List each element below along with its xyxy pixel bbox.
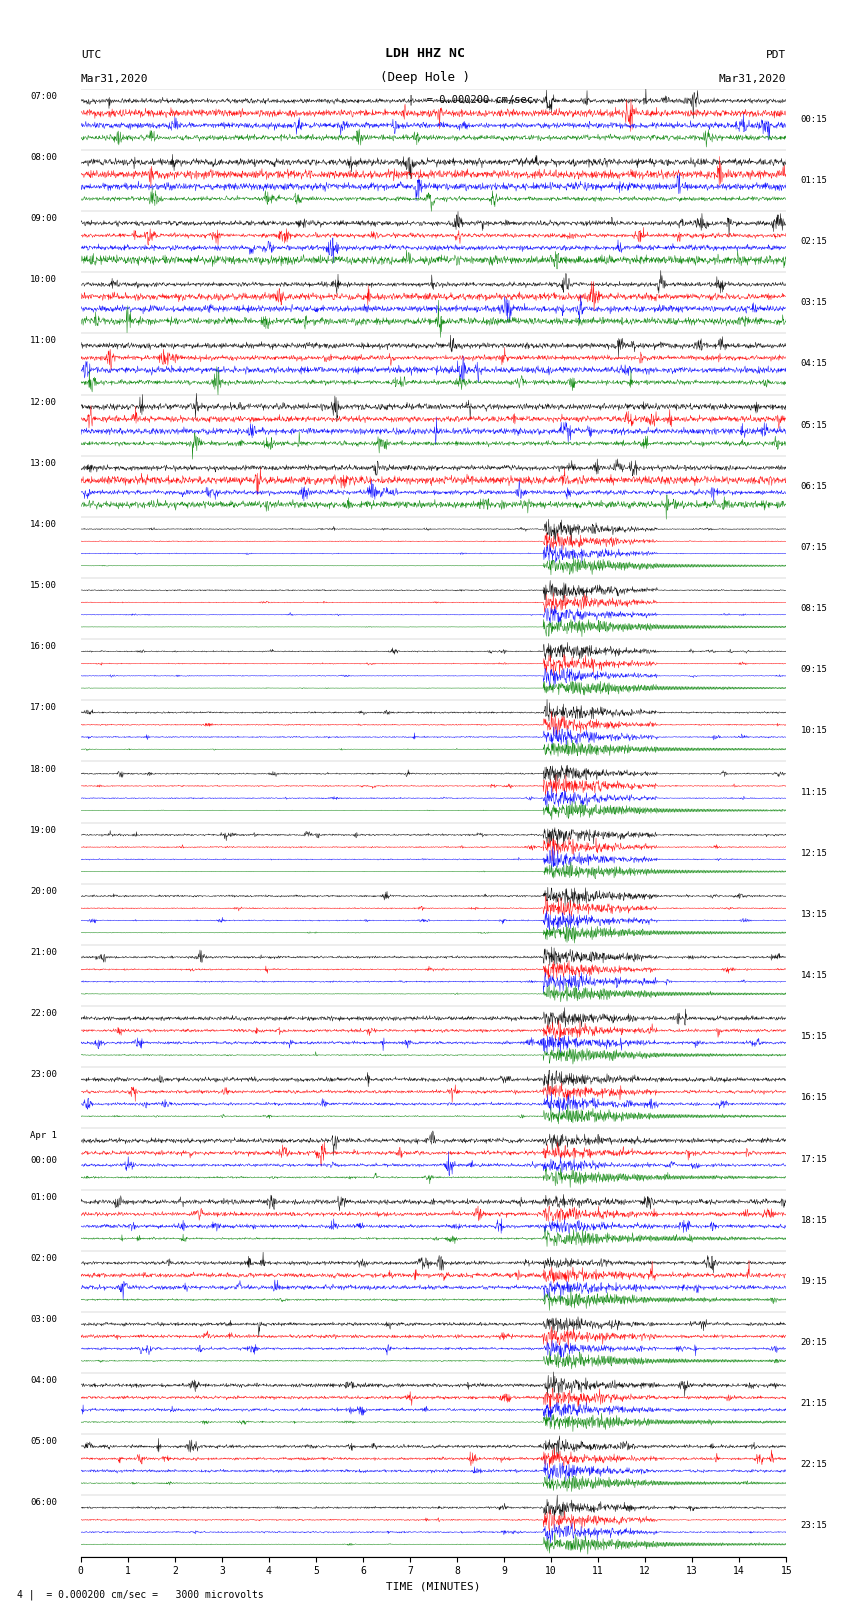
Text: 22:15: 22:15 bbox=[801, 1460, 827, 1469]
Text: 08:00: 08:00 bbox=[31, 153, 57, 161]
Text: 13:00: 13:00 bbox=[31, 458, 57, 468]
Text: 09:15: 09:15 bbox=[801, 665, 827, 674]
Text: 21:00: 21:00 bbox=[31, 948, 57, 957]
Text: 00:15: 00:15 bbox=[801, 115, 827, 124]
Text: 05:15: 05:15 bbox=[801, 421, 827, 429]
Text: 19:00: 19:00 bbox=[31, 826, 57, 834]
Text: 11:00: 11:00 bbox=[31, 337, 57, 345]
X-axis label: TIME (MINUTES): TIME (MINUTES) bbox=[386, 1582, 481, 1592]
Text: 23:15: 23:15 bbox=[801, 1521, 827, 1531]
Text: 4 |  = 0.000200 cm/sec =   3000 microvolts: 4 | = 0.000200 cm/sec = 3000 microvolts bbox=[17, 1589, 264, 1600]
Text: 07:00: 07:00 bbox=[31, 92, 57, 100]
Text: 12:00: 12:00 bbox=[31, 397, 57, 406]
Text: 05:00: 05:00 bbox=[31, 1437, 57, 1447]
Text: 02:15: 02:15 bbox=[801, 237, 827, 247]
Text: (Deep Hole ): (Deep Hole ) bbox=[380, 71, 470, 84]
Text: UTC: UTC bbox=[81, 50, 101, 60]
Text: Mar31,2020: Mar31,2020 bbox=[81, 74, 148, 84]
Text: Apr 1: Apr 1 bbox=[31, 1131, 57, 1140]
Text: 18:15: 18:15 bbox=[801, 1216, 827, 1224]
Text: 23:00: 23:00 bbox=[31, 1071, 57, 1079]
Text: 15:15: 15:15 bbox=[801, 1032, 827, 1040]
Text: 01:15: 01:15 bbox=[801, 176, 827, 185]
Text: 13:15: 13:15 bbox=[801, 910, 827, 919]
Text: 01:00: 01:00 bbox=[31, 1192, 57, 1202]
Text: 14:15: 14:15 bbox=[801, 971, 827, 981]
Text: 03:00: 03:00 bbox=[31, 1315, 57, 1324]
Text: 07:15: 07:15 bbox=[801, 544, 827, 552]
Text: 20:15: 20:15 bbox=[801, 1339, 827, 1347]
Text: 04:15: 04:15 bbox=[801, 360, 827, 368]
Text: 02:00: 02:00 bbox=[31, 1253, 57, 1263]
Text: 20:00: 20:00 bbox=[31, 887, 57, 895]
Text: 11:15: 11:15 bbox=[801, 787, 827, 797]
Text: 21:15: 21:15 bbox=[801, 1398, 827, 1408]
Text: 16:00: 16:00 bbox=[31, 642, 57, 652]
Text: 03:15: 03:15 bbox=[801, 298, 827, 306]
Text: 00:00: 00:00 bbox=[31, 1157, 57, 1165]
Text: 18:00: 18:00 bbox=[31, 765, 57, 774]
Text: 14:00: 14:00 bbox=[31, 519, 57, 529]
Text: 17:15: 17:15 bbox=[801, 1155, 827, 1163]
Text: 10:15: 10:15 bbox=[801, 726, 827, 736]
Text: 06:15: 06:15 bbox=[801, 482, 827, 490]
Text: 16:15: 16:15 bbox=[801, 1094, 827, 1102]
Text: 17:00: 17:00 bbox=[31, 703, 57, 713]
Text: 10:00: 10:00 bbox=[31, 276, 57, 284]
Text: 04:00: 04:00 bbox=[31, 1376, 57, 1386]
Text: 09:00: 09:00 bbox=[31, 215, 57, 223]
Text: 19:15: 19:15 bbox=[801, 1277, 827, 1286]
Text: 12:15: 12:15 bbox=[801, 848, 827, 858]
Text: 08:15: 08:15 bbox=[801, 605, 827, 613]
Text: 06:00: 06:00 bbox=[31, 1498, 57, 1508]
Text: LDH HHZ NC: LDH HHZ NC bbox=[385, 47, 465, 60]
Text: PDT: PDT bbox=[766, 50, 786, 60]
Text: |  = 0.000200 cm/sec: | = 0.000200 cm/sec bbox=[408, 94, 533, 105]
Text: 22:00: 22:00 bbox=[31, 1010, 57, 1018]
Text: Mar31,2020: Mar31,2020 bbox=[719, 74, 786, 84]
Text: 15:00: 15:00 bbox=[31, 581, 57, 590]
